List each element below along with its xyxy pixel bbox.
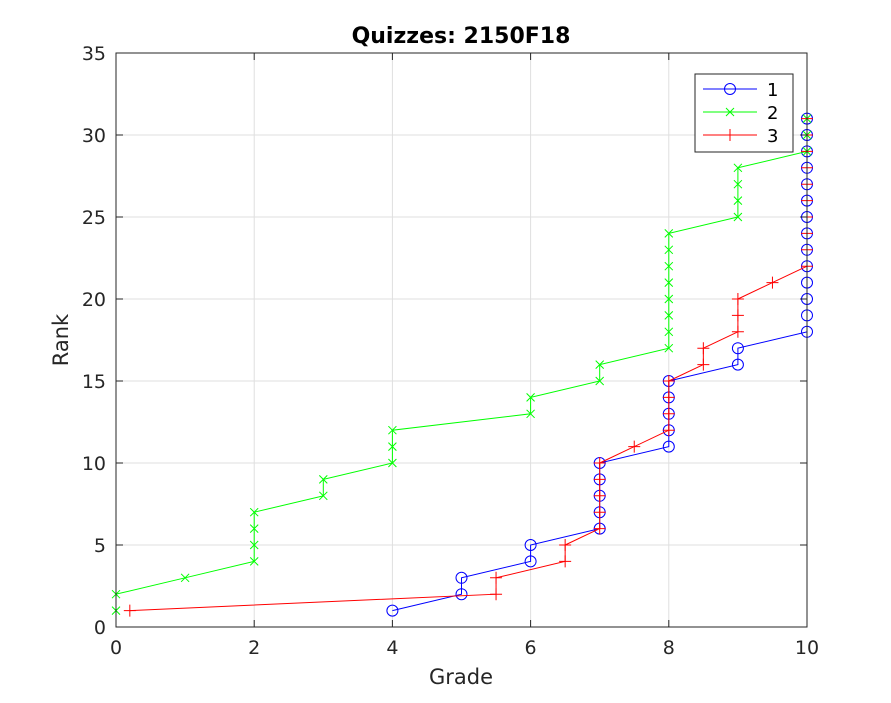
y-tick-label: 25 (82, 207, 106, 229)
plus-marker (662, 375, 675, 387)
plus-marker (593, 489, 606, 502)
x-marker (733, 212, 743, 222)
x-marker (664, 311, 674, 320)
legend-label: 2 (767, 103, 778, 124)
x-marker (388, 425, 397, 435)
plus-marker (628, 440, 641, 453)
x-marker (180, 573, 190, 583)
circle-marker (731, 342, 744, 355)
plus-marker (593, 473, 606, 486)
plus-marker (662, 424, 675, 437)
plus-marker (593, 506, 606, 519)
x-marker (318, 491, 328, 501)
x-marker (318, 475, 328, 484)
chart-title: Quizzes: 2150F18 (352, 24, 571, 49)
x-marker (388, 458, 397, 468)
legend: 123 (694, 73, 794, 153)
x-marker (733, 179, 743, 189)
x-tick-label: 8 (663, 637, 675, 659)
plus-marker (724, 129, 736, 141)
x-tick-label: 4 (386, 637, 398, 659)
plus-marker (559, 555, 572, 568)
x-marker (249, 557, 259, 566)
y-axis-label: Rank (49, 313, 73, 366)
circle-marker (662, 440, 675, 453)
plus-marker (662, 407, 675, 420)
circle-marker (724, 83, 736, 95)
legend-box (694, 73, 794, 153)
plot-background (116, 53, 807, 627)
legend-label: 3 (767, 126, 778, 147)
x-tick-label: 10 (795, 637, 819, 659)
plus-marker (593, 522, 606, 535)
plus-marker (559, 539, 572, 551)
plus-marker (490, 571, 503, 584)
y-tick-label: 35 (82, 43, 106, 65)
x-marker (526, 409, 535, 419)
ticks: 0 2 4 6 8 10 0 5 10 15 20 25 30 35 (82, 43, 819, 659)
x-marker (595, 360, 605, 369)
x-tick-label: 6 (525, 637, 537, 659)
x-marker (664, 327, 674, 337)
x-axis-label: Grade (429, 665, 493, 689)
plus-marker (662, 391, 675, 404)
circle-marker (731, 358, 744, 371)
y-tick-label: 0 (94, 617, 106, 639)
plus-marker (731, 293, 744, 305)
plot-frame (115, 52, 808, 628)
x-marker (733, 196, 743, 205)
legend-label: 1 (767, 80, 778, 101)
y-tick-label: 20 (82, 289, 106, 311)
circle-marker (524, 555, 537, 568)
circle-marker (524, 539, 537, 551)
plus-marker (490, 588, 503, 601)
y-tick-label: 30 (82, 125, 106, 147)
x-marker (664, 278, 674, 287)
x-marker (249, 540, 259, 550)
x-marker (664, 343, 674, 353)
plus-marker (123, 604, 136, 617)
plus-marker (697, 342, 710, 355)
x-tick-label: 0 (110, 637, 122, 659)
plus-marker (731, 325, 744, 338)
plus-marker (766, 276, 779, 289)
plus-marker (593, 457, 606, 469)
x-marker (664, 245, 674, 255)
x-marker (249, 524, 259, 533)
x-marker (664, 294, 674, 304)
plus-marker (731, 309, 744, 322)
x-tick-label: 2 (248, 637, 260, 659)
x-marker (595, 376, 605, 386)
y-tick-label: 15 (82, 371, 106, 393)
x-marker (526, 393, 535, 402)
series-2 (111, 114, 812, 615)
x-marker (664, 229, 674, 238)
circle-marker (386, 604, 399, 617)
y-tick-label: 5 (94, 535, 106, 557)
x-marker (725, 107, 735, 117)
circle-marker (455, 571, 468, 584)
x-marker (733, 163, 743, 173)
y-tick-label: 10 (82, 453, 106, 475)
x-marker (664, 261, 674, 271)
x-marker (249, 507, 259, 517)
circle-marker (455, 588, 468, 601)
plus-marker (697, 358, 710, 371)
x-marker (388, 442, 397, 451)
